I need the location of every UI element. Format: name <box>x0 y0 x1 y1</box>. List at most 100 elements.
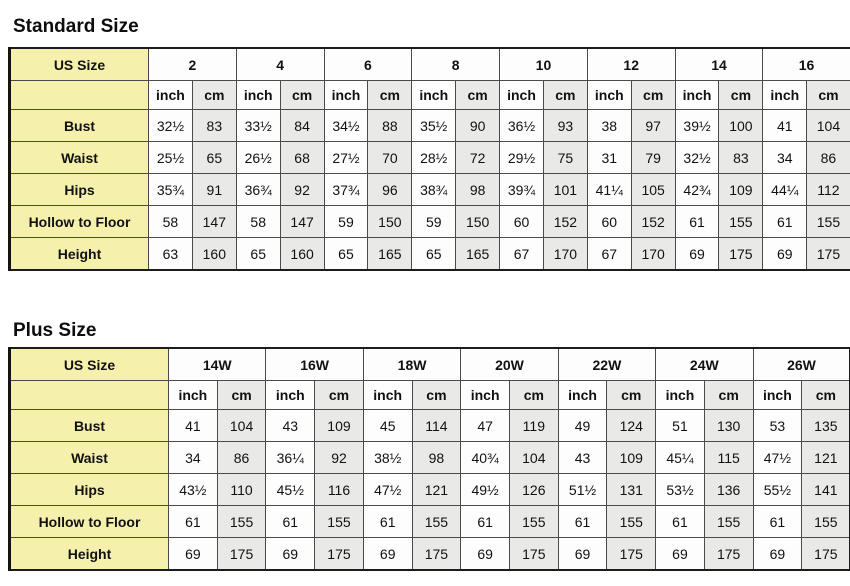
table-row: Waist 34 86 36¼ 92 38½ 98 40¾ 104 43 109 45¼ 115 47½ 1… <box>9 441 850 474</box>
cell-value-cm: 152 <box>542 205 588 238</box>
us-size-corner-label: US Size <box>9 47 149 81</box>
unit-header-inch: inch <box>168 380 218 410</box>
cell-value-cm: 115 <box>703 441 754 474</box>
cell-value-inch: 36¾ <box>235 173 281 206</box>
cell-value-cm: 155 <box>411 505 462 538</box>
cell-value-cm: 86 <box>216 441 267 474</box>
unit-header-cm: cm <box>314 380 364 410</box>
cell-value-inch: 49½ <box>460 473 510 506</box>
cell-value-cm: 175 <box>703 537 754 571</box>
cell-value-inch: 69 <box>362 537 413 571</box>
cell-value-cm: 141 <box>801 473 850 506</box>
cell-value-cm: 130 <box>703 409 754 442</box>
cell-value-inch: 34 <box>168 441 218 474</box>
size-header: 14 <box>674 47 764 81</box>
cell-value-inch: 29½ <box>499 141 544 174</box>
cell-value-cm: 109 <box>314 409 364 442</box>
standard-size-title: Standard Size <box>13 16 139 37</box>
row-label: Waist <box>9 441 169 474</box>
cell-value-cm: 116 <box>314 473 364 506</box>
size-header: 6 <box>323 47 413 81</box>
unit-header-cm: cm <box>455 80 501 110</box>
cell-value-inch: 26½ <box>235 141 281 174</box>
cell-value-inch: 32½ <box>674 141 720 174</box>
unit-header-inch: inch <box>499 80 544 110</box>
size-header: 22W <box>557 347 657 381</box>
cell-value-cm: 114 <box>411 409 462 442</box>
cell-value-inch: 61 <box>168 505 218 538</box>
cell-value-cm: 136 <box>703 473 754 506</box>
cell-value-cm: 92 <box>279 173 325 206</box>
cell-value-inch: 44¼ <box>762 173 808 206</box>
cell-value-cm: 91 <box>191 173 237 206</box>
cell-value-cm: 119 <box>508 409 559 442</box>
cell-value-cm: 155 <box>314 505 364 538</box>
cell-value-inch: 27½ <box>323 141 369 174</box>
cell-value-cm: 101 <box>542 173 588 206</box>
cell-value-cm: 109 <box>606 441 657 474</box>
unit-header-cm: cm <box>367 80 413 110</box>
unit-header-cm: cm <box>216 380 267 410</box>
unit-header-cm: cm <box>191 80 237 110</box>
cell-value-inch: 34½ <box>323 109 369 142</box>
cell-value-cm: 72 <box>455 141 501 174</box>
cell-value-inch: 51½ <box>557 473 608 506</box>
unit-header-inch: inch <box>362 380 413 410</box>
cell-value-inch: 39¾ <box>499 173 544 206</box>
cell-value-inch: 61 <box>362 505 413 538</box>
cell-value-inch: 45 <box>362 409 413 442</box>
cell-value-inch: 53 <box>752 409 803 442</box>
cell-value-inch: 45½ <box>265 473 316 506</box>
cell-value-cm: 147 <box>279 205 325 238</box>
cell-value-inch: 58 <box>235 205 281 238</box>
cell-value-cm: 175 <box>314 537 364 571</box>
cell-value-cm: 109 <box>718 173 764 206</box>
cell-value-cm: 86 <box>806 141 850 174</box>
unit-header-inch: inch <box>323 80 369 110</box>
cell-value-cm: 155 <box>508 505 559 538</box>
unit-header-inch: inch <box>460 380 510 410</box>
cell-value-cm: 126 <box>508 473 559 506</box>
row-label: Hips <box>9 473 169 506</box>
cell-value-cm: 68 <box>279 141 325 174</box>
cell-value-cm: 165 <box>367 237 413 271</box>
plus-size-table: US Size 14W 16W 18W 20W 22W 24W 26W inch cm inch cm… <box>8 347 850 571</box>
size-header: 20W <box>460 347 559 381</box>
cell-value-inch: 61 <box>265 505 316 538</box>
cell-value-cm: 112 <box>806 173 850 206</box>
cell-value-inch: 43½ <box>168 473 218 506</box>
cell-value-cm: 84 <box>279 109 325 142</box>
cell-value-inch: 42¾ <box>674 173 720 206</box>
unit-header-cm: cm <box>508 380 559 410</box>
cell-value-inch: 40¾ <box>460 441 510 474</box>
unit-header-inch: inch <box>148 80 193 110</box>
row-label: Bust <box>9 109 149 142</box>
cell-value-cm: 135 <box>801 409 850 442</box>
cell-value-cm: 79 <box>630 141 676 174</box>
size-header: 16W <box>265 347 364 381</box>
unit-header-cm: cm <box>279 80 325 110</box>
row-label: Hips <box>9 173 149 206</box>
cell-value-inch: 59 <box>323 205 369 238</box>
cell-value-inch: 63 <box>148 237 193 271</box>
cell-value-inch: 34 <box>762 141 808 174</box>
cell-value-inch: 43 <box>265 409 316 442</box>
cell-value-inch: 61 <box>655 505 705 538</box>
row-label: Waist <box>9 141 149 174</box>
cell-value-cm: 150 <box>455 205 501 238</box>
row-label: Height <box>9 537 169 571</box>
unit-header-inch: inch <box>655 380 705 410</box>
cell-value-cm: 88 <box>367 109 413 142</box>
cell-value-cm: 121 <box>411 473 462 506</box>
size-header: 2 <box>148 47 237 81</box>
cell-value-inch: 37¾ <box>323 173 369 206</box>
standard-size-table: US Size 2 4 6 8 10 12 14 16 inch cm inch cm inch cm inc… <box>8 47 850 271</box>
cell-value-cm: 121 <box>801 441 850 474</box>
cell-value-inch: 69 <box>752 537 803 571</box>
size-header: 26W <box>752 347 850 381</box>
cell-value-inch: 69 <box>674 237 720 271</box>
cell-value-inch: 41 <box>762 109 808 142</box>
cell-value-inch: 67 <box>586 237 632 271</box>
cell-value-cm: 96 <box>367 173 413 206</box>
